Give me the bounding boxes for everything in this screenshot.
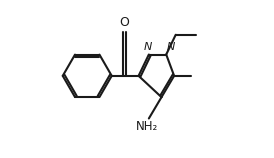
Text: N: N xyxy=(144,42,152,52)
Text: N: N xyxy=(167,42,175,52)
Text: NH₂: NH₂ xyxy=(136,120,158,133)
Text: O: O xyxy=(119,16,129,29)
